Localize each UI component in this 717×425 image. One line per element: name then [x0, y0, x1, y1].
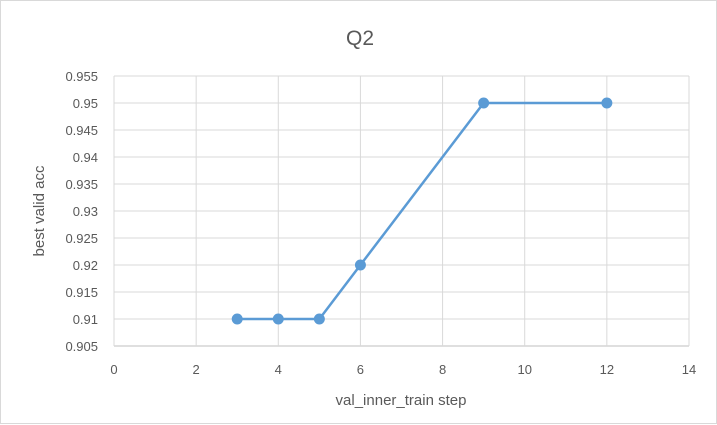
y-tick-label: 0.905 [65, 339, 98, 354]
x-axis-ticks: 0 2 4 6 8 10 12 14 [110, 362, 696, 377]
y-tick-label: 0.935 [65, 177, 98, 192]
data-point [313, 313, 325, 325]
chart-title: Q2 [346, 27, 374, 50]
x-tick-label: 4 [275, 362, 282, 377]
y-axis-ticks: 0.905 0.91 0.915 0.92 0.925 0.93 0.935 0.94 0.94… [65, 69, 98, 354]
y-tick-label: 0.955 [65, 69, 98, 84]
y-tick-label: 0.91 [73, 312, 98, 327]
data-point [354, 259, 366, 271]
x-tick-label: 0 [110, 362, 117, 377]
y-tick-label: 0.925 [65, 231, 98, 246]
data-series [231, 97, 613, 325]
y-axis-title: best valid acc [31, 165, 48, 256]
y-tick-label: 0.915 [65, 285, 98, 300]
data-point [478, 97, 490, 109]
y-tick-label: 0.93 [73, 204, 98, 219]
data-point [231, 313, 243, 325]
x-tick-label: 8 [439, 362, 446, 377]
data-point [272, 313, 284, 325]
x-tick-label: 6 [357, 362, 364, 377]
y-tick-label: 0.95 [73, 96, 98, 111]
x-tick-label: 14 [682, 362, 696, 377]
x-tick-label: 10 [517, 362, 531, 377]
y-tick-label: 0.94 [73, 150, 98, 165]
x-tick-label: 12 [600, 362, 614, 377]
series-line [235, 101, 609, 321]
y-tick-label: 0.92 [73, 258, 98, 273]
data-point [601, 97, 613, 109]
y-tick-label: 0.945 [65, 123, 98, 138]
x-tick-label: 2 [193, 362, 200, 377]
x-axis-title: val_inner_train step [336, 392, 467, 409]
